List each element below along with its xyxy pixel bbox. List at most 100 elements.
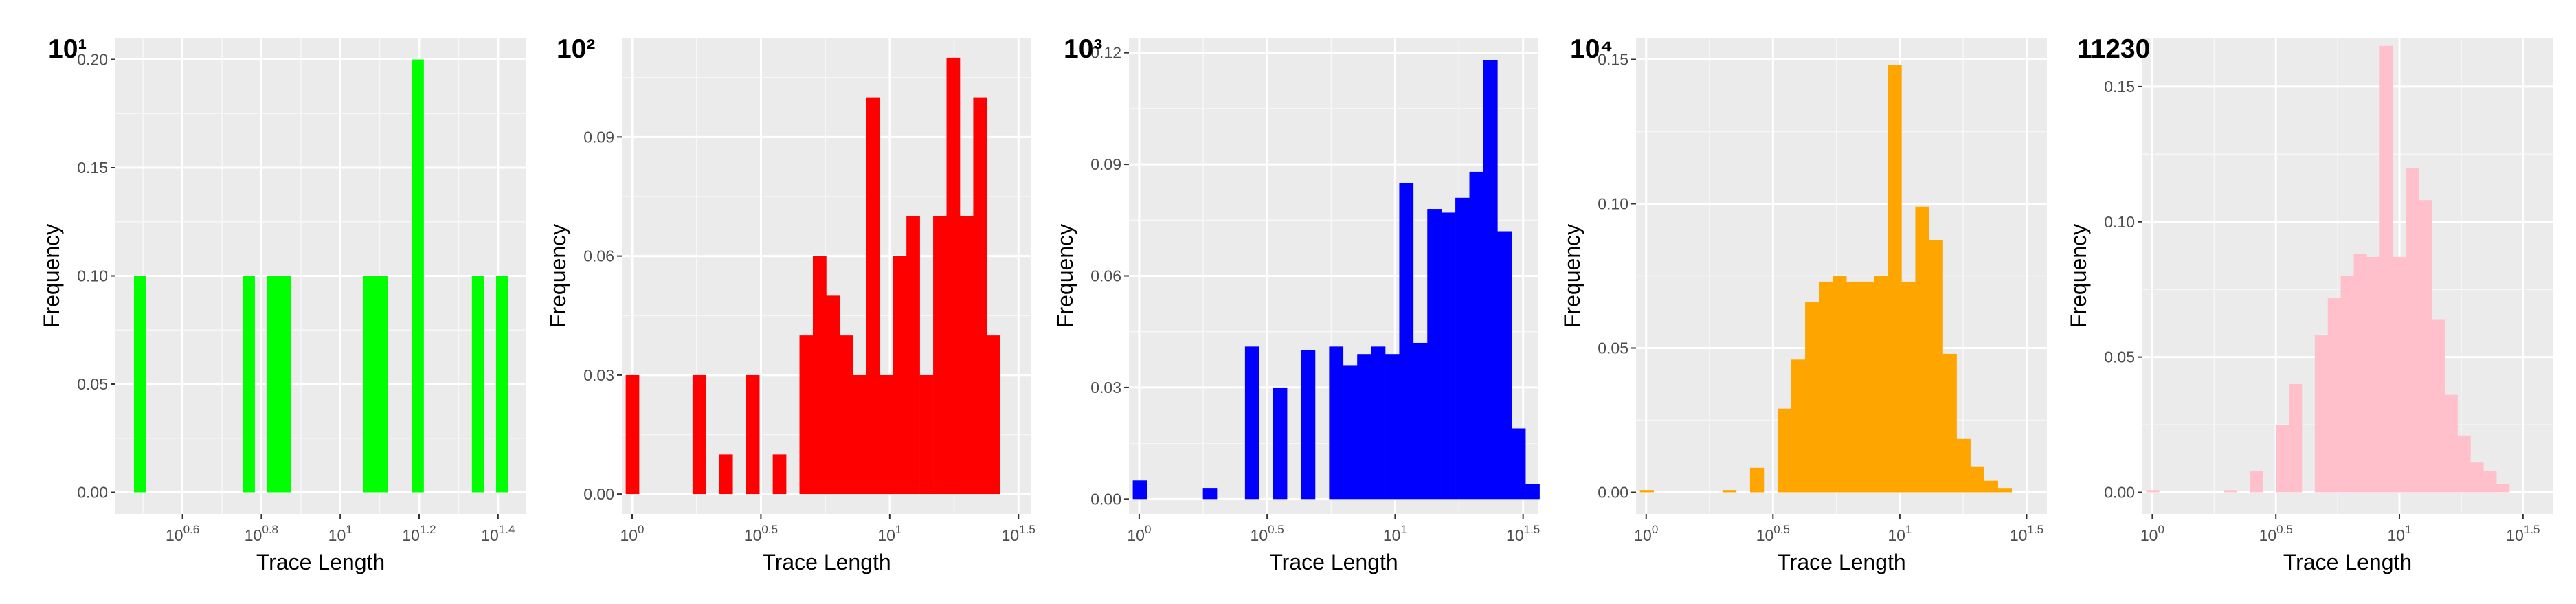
x-tick-label: 100.5: [744, 523, 778, 544]
x-tick-label: 100: [2140, 523, 2164, 544]
x-tick-label: 100.5: [1756, 523, 1790, 544]
x-axis-title: Trace Length: [762, 550, 891, 574]
y-tick-label: 0.00: [583, 485, 614, 503]
histogram-bar: [1888, 65, 1902, 493]
histogram-bar: [853, 374, 867, 495]
y-tick-label: 0.03: [1090, 379, 1121, 396]
panel-title: 10²: [557, 34, 595, 64]
histogram-bar: [959, 216, 974, 495]
histogram-bar: [1997, 488, 2013, 493]
x-tick-label: 101: [877, 523, 901, 544]
histogram-bar: [1273, 387, 1288, 500]
histogram-bar: [1722, 490, 1737, 493]
x-axis-title: Trace Length: [1269, 550, 1398, 574]
histogram-bar: [1639, 490, 1654, 493]
x-tick-label: 101.5: [1506, 523, 1540, 544]
histogram-bar: [1791, 359, 1806, 493]
histogram-bar: [1455, 197, 1470, 500]
histogram-bar: [1901, 281, 1916, 493]
histogram-bar: [866, 97, 880, 495]
x-tick-label: 100.8: [245, 523, 278, 544]
x-tick-label: 101.5: [1002, 523, 1035, 544]
y-tick-label: 0.06: [1090, 267, 1121, 285]
y-axis-title: Frequency: [546, 224, 570, 328]
panel-title: 10⁴: [1570, 34, 1613, 64]
histogram-bar: [1984, 480, 1998, 493]
histogram-bar: [1956, 438, 1971, 493]
y-tick-label: 0.15: [77, 159, 108, 177]
chart-panel: 0.00 0.03 0.06 0.09 100 100.5 101 101.5 Trace Le…: [546, 34, 1035, 574]
panel-title: 11230: [2077, 34, 2150, 64]
y-tick-label: 0.05: [2104, 348, 2135, 366]
y-tick-label: 0.10: [1598, 195, 1628, 213]
y-tick-label: 0.09: [583, 128, 614, 146]
y-tick-label: 0.00: [2104, 484, 2135, 502]
x-tick-label: 101: [328, 523, 352, 544]
y-tick-label: 0.06: [583, 247, 614, 265]
x-tick-label: 101: [1383, 523, 1407, 544]
y-tick-label: 0.05: [1598, 339, 1628, 357]
histogram-bar: [973, 97, 987, 495]
histogram-bar: [1357, 354, 1371, 500]
histogram-bar: [1301, 350, 1316, 500]
histogram-bar: [133, 276, 146, 493]
histogram-bar: [278, 276, 291, 493]
histogram-bar: [826, 295, 840, 495]
histogram-bar: [2457, 435, 2471, 493]
y-tick-label: 0.09: [1090, 155, 1121, 173]
histogram-bar: [1860, 281, 1874, 493]
histogram-bar: [1525, 484, 1540, 500]
histogram-bar: [2366, 256, 2380, 493]
histogram-bar: [1483, 60, 1498, 500]
histogram-bar: [1329, 346, 1344, 500]
y-tick-label: 0.00: [77, 484, 108, 502]
x-tick-label: 101: [1888, 523, 1912, 544]
x-tick-label: 101.4: [481, 523, 515, 544]
histogram-bar: [471, 276, 484, 493]
histogram-bar: [625, 374, 640, 495]
x-tick-label: 100.6: [166, 523, 199, 544]
y-axis-title: Frequency: [1053, 224, 1077, 328]
histogram-bar: [1343, 365, 1358, 500]
x-axis-title: Trace Length: [256, 550, 385, 574]
panel-title: 10³: [1064, 34, 1102, 64]
chart-panel: 0.00 0.03 0.06 0.09 0.12 100 100.5 101 101.5 Trac…: [1053, 34, 1540, 574]
histogram-bar: [2444, 394, 2458, 493]
y-tick-label: 0.15: [2104, 78, 2135, 96]
panel-title: 10¹: [48, 34, 87, 64]
histogram-bar: [2393, 256, 2406, 493]
chart-panel: 0.00 0.05 0.10 0.15 100 100.5 101 101.5 Trace Le…: [1560, 34, 2047, 574]
histogram-bar: [746, 374, 760, 495]
histogram-bar: [2379, 45, 2393, 493]
x-tick-label: 100.5: [2259, 523, 2293, 544]
y-tick-label: 0.15: [1598, 51, 1628, 69]
histogram-bar: [2431, 319, 2445, 493]
histogram-bar: [1819, 281, 1833, 493]
y-axis-title: Frequency: [39, 224, 64, 328]
x-tick-label: 101.2: [402, 523, 436, 544]
x-tick-label: 100.5: [1251, 523, 1284, 544]
histogram-bar: [1441, 212, 1456, 500]
y-tick-label: 0.12: [1090, 44, 1121, 62]
histogram-bar: [2276, 425, 2289, 493]
histogram-bar: [2327, 298, 2341, 493]
histogram-bar: [243, 276, 255, 493]
histogram-bar: [839, 335, 853, 495]
histogram-bar: [2146, 490, 2160, 493]
histogram-bar: [1874, 276, 1888, 493]
histogram-bar: [2496, 484, 2510, 493]
histogram-bar: [1371, 346, 1386, 500]
histogram-bar: [799, 335, 814, 495]
histogram-bar: [2314, 335, 2329, 493]
y-tick-label: 0.10: [77, 267, 108, 285]
histogram-bar: [893, 256, 907, 495]
histogram-bar: [1244, 346, 1259, 500]
histogram-bar: [772, 454, 787, 495]
histogram-bar: [1511, 428, 1526, 500]
histogram-bar: [1833, 276, 1847, 493]
y-tick-label: 0.05: [77, 375, 108, 393]
histogram-bar: [1202, 488, 1218, 500]
histogram-bar: [1497, 231, 1512, 500]
y-tick-label: 0.00: [1090, 490, 1121, 508]
histogram-bar: [1132, 480, 1147, 500]
